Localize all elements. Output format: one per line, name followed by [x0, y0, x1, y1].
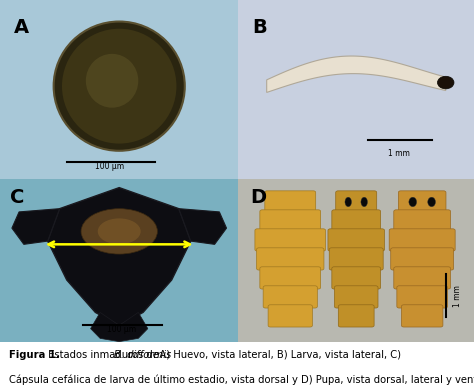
PathPatch shape	[12, 209, 60, 244]
Ellipse shape	[361, 197, 367, 207]
FancyBboxPatch shape	[260, 210, 320, 232]
Text: B: B	[253, 18, 267, 37]
Text: C: C	[9, 188, 24, 207]
Text: 100 μm: 100 μm	[95, 161, 124, 171]
FancyBboxPatch shape	[391, 248, 454, 270]
PathPatch shape	[179, 209, 227, 244]
Text: B. difformis: B. difformis	[114, 350, 171, 360]
Text: A: A	[14, 18, 29, 37]
FancyBboxPatch shape	[255, 229, 326, 251]
FancyBboxPatch shape	[394, 267, 451, 289]
Text: 1 mm: 1 mm	[453, 285, 462, 307]
FancyBboxPatch shape	[268, 305, 312, 327]
FancyBboxPatch shape	[335, 286, 378, 308]
FancyBboxPatch shape	[260, 267, 320, 289]
FancyBboxPatch shape	[397, 286, 447, 308]
FancyBboxPatch shape	[394, 210, 451, 232]
FancyBboxPatch shape	[332, 210, 381, 232]
FancyBboxPatch shape	[398, 191, 446, 213]
Ellipse shape	[428, 197, 436, 207]
Text: Cápsula cefálica de larva de último estadio, vista dorsal y D) Pupa, vista dorsa: Cápsula cefálica de larva de último esta…	[9, 375, 474, 385]
Ellipse shape	[409, 197, 417, 207]
FancyBboxPatch shape	[329, 248, 383, 270]
PathPatch shape	[267, 56, 446, 92]
FancyBboxPatch shape	[265, 191, 316, 213]
Ellipse shape	[86, 54, 138, 108]
FancyBboxPatch shape	[401, 305, 443, 327]
FancyBboxPatch shape	[389, 229, 455, 251]
Ellipse shape	[345, 197, 352, 207]
PathPatch shape	[91, 312, 148, 342]
Ellipse shape	[98, 218, 141, 244]
Text: 1 mm: 1 mm	[388, 149, 410, 158]
Ellipse shape	[62, 29, 176, 144]
FancyBboxPatch shape	[338, 305, 374, 327]
Text: Figura 1.: Figura 1.	[9, 350, 60, 360]
Text: 100 μm: 100 μm	[107, 325, 136, 334]
Ellipse shape	[81, 209, 157, 254]
FancyBboxPatch shape	[328, 229, 384, 251]
Text: D: D	[250, 188, 266, 207]
PathPatch shape	[48, 188, 191, 325]
Ellipse shape	[54, 22, 185, 151]
FancyBboxPatch shape	[263, 286, 317, 308]
Text: Estados inmaduros de: Estados inmaduros de	[45, 350, 162, 360]
FancyBboxPatch shape	[332, 267, 381, 289]
Text: . A) Huevo, vista lateral, B) Larva, vista lateral, C): . A) Huevo, vista lateral, B) Larva, vis…	[153, 350, 401, 360]
FancyBboxPatch shape	[336, 191, 377, 213]
Ellipse shape	[438, 76, 454, 89]
FancyBboxPatch shape	[256, 248, 324, 270]
